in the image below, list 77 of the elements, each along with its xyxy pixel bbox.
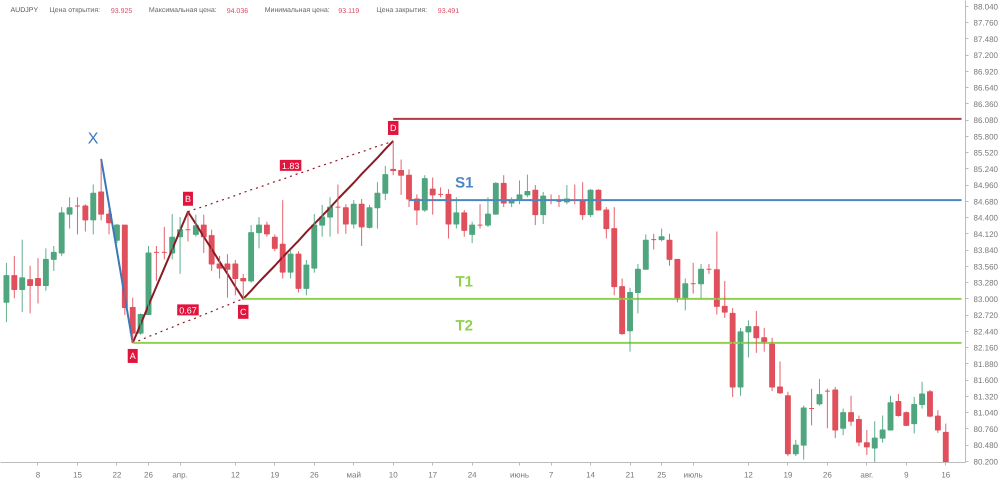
y-tick-label: 85.800 xyxy=(974,132,999,142)
x-tick-label: 21 xyxy=(626,470,636,480)
y-tick-label: 85.520 xyxy=(974,148,999,158)
candlestick xyxy=(161,226,168,260)
y-tick-label: 86.920 xyxy=(974,67,999,76)
x-tick-label: 24 xyxy=(468,470,478,480)
annotation: A xyxy=(130,350,136,361)
candlestick xyxy=(706,264,712,274)
y-tick-label: 82.440 xyxy=(974,327,999,336)
y-tick-label: 81.600 xyxy=(974,376,999,386)
y-tick-label: 86.360 xyxy=(974,100,999,109)
y-tick-label: 86.080 xyxy=(974,116,999,126)
y-tick-label: 85.240 xyxy=(974,164,999,174)
x-tick-label: 16 xyxy=(941,470,951,480)
annotation: X xyxy=(88,130,99,148)
y-tick-label: 83.000 xyxy=(974,294,999,304)
y-tick-label: 80.480 xyxy=(974,441,999,450)
annotation: C xyxy=(240,306,247,317)
y-tick-label: 87.760 xyxy=(974,18,999,28)
candlestick xyxy=(438,186,444,198)
x-tick-label: 14 xyxy=(586,470,596,480)
annotation: T2 xyxy=(456,317,474,334)
y-tick-label: 82.160 xyxy=(974,344,999,353)
x-tick-label: 26 xyxy=(144,470,154,480)
x-tick-label: 10 xyxy=(388,470,398,480)
x-tick-label: 12 xyxy=(230,470,240,480)
y-tick-label: 87.200 xyxy=(974,51,999,60)
y-tick-label: 84.120 xyxy=(974,230,999,239)
x-tick-label: 15 xyxy=(73,470,82,480)
x-tick-label: 9 xyxy=(904,470,910,480)
x-tick-label: 22 xyxy=(112,470,122,480)
y-tick-label: 81.320 xyxy=(974,392,999,402)
y-tick-label: 81.040 xyxy=(974,408,999,418)
x-tick-label: авг. xyxy=(860,470,874,480)
candlestick xyxy=(824,388,830,429)
candlestick xyxy=(650,233,657,250)
candlestick xyxy=(185,211,191,242)
x-tick-label: июль xyxy=(684,470,703,480)
x-tick-label: 19 xyxy=(270,470,280,480)
y-tick-label: 84.400 xyxy=(974,214,999,223)
y-tick-label: 83.280 xyxy=(974,278,999,288)
annotation: 1.83 xyxy=(282,160,300,171)
x-tick-label: апр. xyxy=(172,470,188,480)
annotation: T1 xyxy=(456,273,474,290)
x-tick-label: 25 xyxy=(657,470,667,480)
candlestick xyxy=(335,184,341,234)
x-tick-label: 17 xyxy=(428,470,438,480)
y-tick-label: 83.840 xyxy=(974,246,999,256)
x-tick-label: 7 xyxy=(548,470,554,480)
y-tick-label: 83.560 xyxy=(974,262,999,272)
annotation: S1 xyxy=(455,174,474,192)
y-tick-label: 80.200 xyxy=(974,457,999,466)
x-tick-label: 19 xyxy=(783,470,793,480)
candlestick xyxy=(808,388,815,426)
x-tick-label: май xyxy=(346,470,361,480)
annotation: B xyxy=(184,194,191,204)
x-tick-label: 26 xyxy=(310,470,320,480)
y-tick-label: 84.680 xyxy=(974,197,999,206)
candlestick xyxy=(153,246,160,282)
annotation: 0.67 xyxy=(179,305,197,316)
y-tick-label: 81.880 xyxy=(974,360,999,369)
x-tick-label: 8 xyxy=(36,470,41,480)
y-tick-label: 88.040 xyxy=(974,2,999,12)
line-series xyxy=(100,158,134,344)
candlestick xyxy=(690,262,696,294)
candlestick xyxy=(477,204,483,230)
x-tick-label: 26 xyxy=(822,470,832,480)
candlestick xyxy=(556,194,562,208)
y-tick-label: 86.640 xyxy=(974,84,999,93)
y-tick-label: 82.720 xyxy=(974,311,999,320)
x-tick-label: июнь xyxy=(510,470,530,480)
y-tick-label: 87.480 xyxy=(974,34,999,44)
y-tick-label: 84.960 xyxy=(974,181,999,190)
x-tick-label: 12 xyxy=(744,470,754,480)
y-tick-label: 80.760 xyxy=(974,424,999,434)
annotation: D xyxy=(390,122,397,133)
candlestick xyxy=(74,196,80,235)
